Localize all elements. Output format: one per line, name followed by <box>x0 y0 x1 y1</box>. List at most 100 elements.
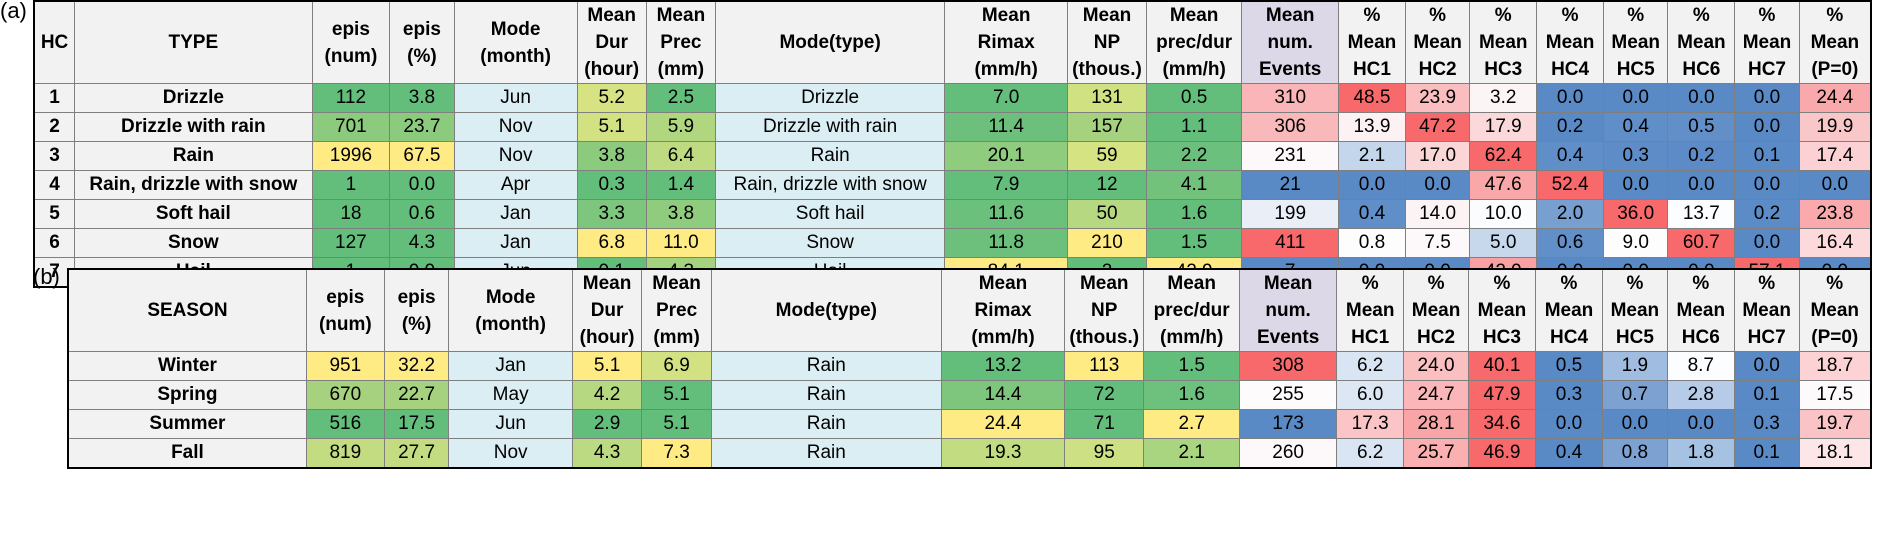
cell-mean-num-events: 21 <box>1241 170 1340 200</box>
cell-mean-hc7: 0.0 <box>1734 228 1800 258</box>
cell-mean-prec-dur-mm-h: 2.1 <box>1143 438 1241 469</box>
header-mean-num-events: Mean num. Events <box>1241 0 1340 84</box>
header-mean-np-thous: Mean NP (thous.) <box>1067 0 1147 84</box>
cell-mode-month: Jan <box>453 228 578 258</box>
cell-mean-hc4: 2.0 <box>1536 199 1604 229</box>
cell-mean-np-thous: 157 <box>1067 112 1147 142</box>
cell-mean-dur-hour: 4.3 <box>571 438 643 469</box>
cell-mean-prec-dur-mm-h: 1.5 <box>1143 351 1241 381</box>
header-mode-month: Mode (month) <box>448 268 573 352</box>
cell-type: Snow <box>74 228 313 258</box>
cell-mean-p-0: 23.8 <box>1798 199 1872 229</box>
cell-mean-hc7: 0.0 <box>1734 83 1800 113</box>
header-season: SEASON <box>67 268 307 352</box>
cell-epis-num: 516 <box>305 409 385 439</box>
cell-mean-hc2: 28.1 <box>1403 409 1469 439</box>
header-hc: HC <box>33 0 76 84</box>
cell-mean-hc5: 1.9 <box>1602 351 1668 381</box>
cell-mean-p-0: 19.7 <box>1798 409 1872 439</box>
cell-mean-num-events: 411 <box>1241 228 1340 258</box>
cell-mode-type: Rain <box>710 351 942 381</box>
cell-mean-hc6: 0.5 <box>1667 112 1736 142</box>
cell-mean-hc6: 13.7 <box>1667 199 1736 229</box>
cell-epis-num: 1996 <box>311 141 391 171</box>
cell-type: Drizzle <box>74 83 313 113</box>
cell-mode-type: Rain <box>715 141 946 171</box>
cell-mean-hc2: 14.0 <box>1404 199 1471 229</box>
cell-mean-num-events: 306 <box>1241 112 1340 142</box>
cell-mean-num-events: 255 <box>1239 380 1338 410</box>
header-epis: epis (%) <box>389 0 455 84</box>
cell-mean-prec-dur-mm-h: 1.1 <box>1145 112 1243 142</box>
cell-mean-np-thous: 50 <box>1067 199 1147 229</box>
cell-mean-num-events: 308 <box>1239 351 1338 381</box>
cell-mode-type: Rain <box>710 438 942 469</box>
cell-mode-type: Soft hail <box>715 199 946 229</box>
cell-mean-hc1: 6.2 <box>1336 438 1405 469</box>
cell-hc: 1 <box>33 83 76 113</box>
cell-epis: 27.7 <box>383 438 450 469</box>
cell-mean-hc5: 0.7 <box>1602 380 1668 410</box>
cell-epis-num: 112 <box>311 83 391 113</box>
cell-mean-prec-mm: 1.4 <box>645 170 717 200</box>
cell-mean-hc5: 36.0 <box>1602 199 1669 229</box>
cell-mean-prec-mm: 2.5 <box>645 83 717 113</box>
header-mean-dur-hour: Mean Dur (hour) <box>576 0 647 84</box>
header-mean-rimax-mm-h: Mean Rimax (mm/h) <box>940 268 1066 352</box>
cell-mean-hc4: 52.4 <box>1536 170 1604 200</box>
table-row: 6 Snow 127 4.3 Jan 6.8 11.0 Snow 11.8 210 1.5 411 0.… <box>33 228 1872 258</box>
cell-mean-dur-hour: 2.9 <box>571 409 643 439</box>
cell-mean-hc7: 0.0 <box>1734 170 1800 200</box>
cell-mean-hc3: 17.9 <box>1469 112 1538 142</box>
cell-mean-hc2: 23.9 <box>1404 83 1471 113</box>
table-row: Winter 951 32.2 Jan 5.1 6.9 Rain 13.2 113 1.5 308 6… <box>67 351 1872 381</box>
header-mean-prec-dur-mm-h: Mean prec/dur (mm/h) <box>1145 0 1243 84</box>
cell-mean-p-0: 17.5 <box>1798 380 1872 410</box>
cell-mean-hc3: 40.1 <box>1467 351 1536 381</box>
header-mean-hc7: % Mean HC7 <box>1734 0 1800 84</box>
cell-mean-hc7: 0.1 <box>1734 141 1800 171</box>
header-mean-hc4: % Mean HC4 <box>1536 0 1604 84</box>
header-mean-hc6: % Mean HC6 <box>1666 268 1735 352</box>
cell-mean-prec-dur-mm-h: 1.6 <box>1145 199 1243 229</box>
cell-epis-num: 1 <box>311 170 391 200</box>
cell-mean-hc1: 0.4 <box>1338 199 1406 229</box>
cell-mean-hc4: 0.0 <box>1534 409 1604 439</box>
cell-epis: 0.0 <box>389 170 455 200</box>
cell-mean-num-events: 260 <box>1239 438 1338 469</box>
cell-mean-rimax-mm-h: 11.4 <box>944 112 1069 142</box>
cell-mean-prec-mm: 5.1 <box>641 380 712 410</box>
cell-mean-rimax-mm-h: 13.2 <box>940 351 1066 381</box>
header-mean-rimax-mm-h: Mean Rimax (mm/h) <box>944 0 1069 84</box>
cell-mean-rimax-mm-h: 7.9 <box>944 170 1069 200</box>
cell-mode-type: Rain, drizzle with snow <box>715 170 946 200</box>
hydrometeor-type-table: HC TYPE epis (num) epis (%) Mode (month) Mean Dur… <box>33 0 1872 288</box>
cell-epis: 17.5 <box>383 409 450 439</box>
cell-mean-rimax-mm-h: 19.3 <box>940 438 1066 469</box>
cell-mean-hc1: 17.3 <box>1336 409 1405 439</box>
cell-mean-np-thous: 131 <box>1067 83 1147 113</box>
table-row: 1 Drizzle 112 3.8 Jun 5.2 2.5 Drizzle 7.0 131 0.5 3… <box>33 83 1872 113</box>
cell-mode-month: Jan <box>448 351 573 381</box>
cell-mean-p-0: 17.4 <box>1798 141 1872 171</box>
cell-epis-num: 951 <box>305 351 385 381</box>
cell-mean-hc2: 0.0 <box>1404 170 1471 200</box>
header-mean-hc2: % Mean HC2 <box>1404 0 1471 84</box>
table-row: Fall 819 27.7 Nov 4.3 7.3 Rain 19.3 95 2.1 260 6.2 2… <box>67 438 1872 469</box>
cell-mean-prec-dur-mm-h: 4.1 <box>1145 170 1243 200</box>
header-mean-hc2: % Mean HC2 <box>1403 268 1469 352</box>
cell-mean-prec-dur-mm-h: 2.7 <box>1143 409 1241 439</box>
cell-mode-type: Rain <box>710 380 942 410</box>
cell-mean-prec-mm: 5.1 <box>641 409 712 439</box>
cell-mean-hc2: 47.2 <box>1404 112 1471 142</box>
cell-mean-hc5: 0.0 <box>1602 170 1669 200</box>
cell-mean-rimax-mm-h: 11.6 <box>944 199 1069 229</box>
cell-mean-hc7: 0.2 <box>1734 199 1800 229</box>
header-epis: epis (%) <box>383 268 450 352</box>
cell-mean-prec-dur-mm-h: 1.5 <box>1145 228 1243 258</box>
cell-mean-num-events: 199 <box>1241 199 1340 229</box>
cell-mean-np-thous: 72 <box>1064 380 1145 410</box>
header-mean-hc3: % Mean HC3 <box>1469 0 1538 84</box>
cell-mean-hc3: 10.0 <box>1469 199 1538 229</box>
cell-mean-hc5: 0.4 <box>1602 112 1669 142</box>
